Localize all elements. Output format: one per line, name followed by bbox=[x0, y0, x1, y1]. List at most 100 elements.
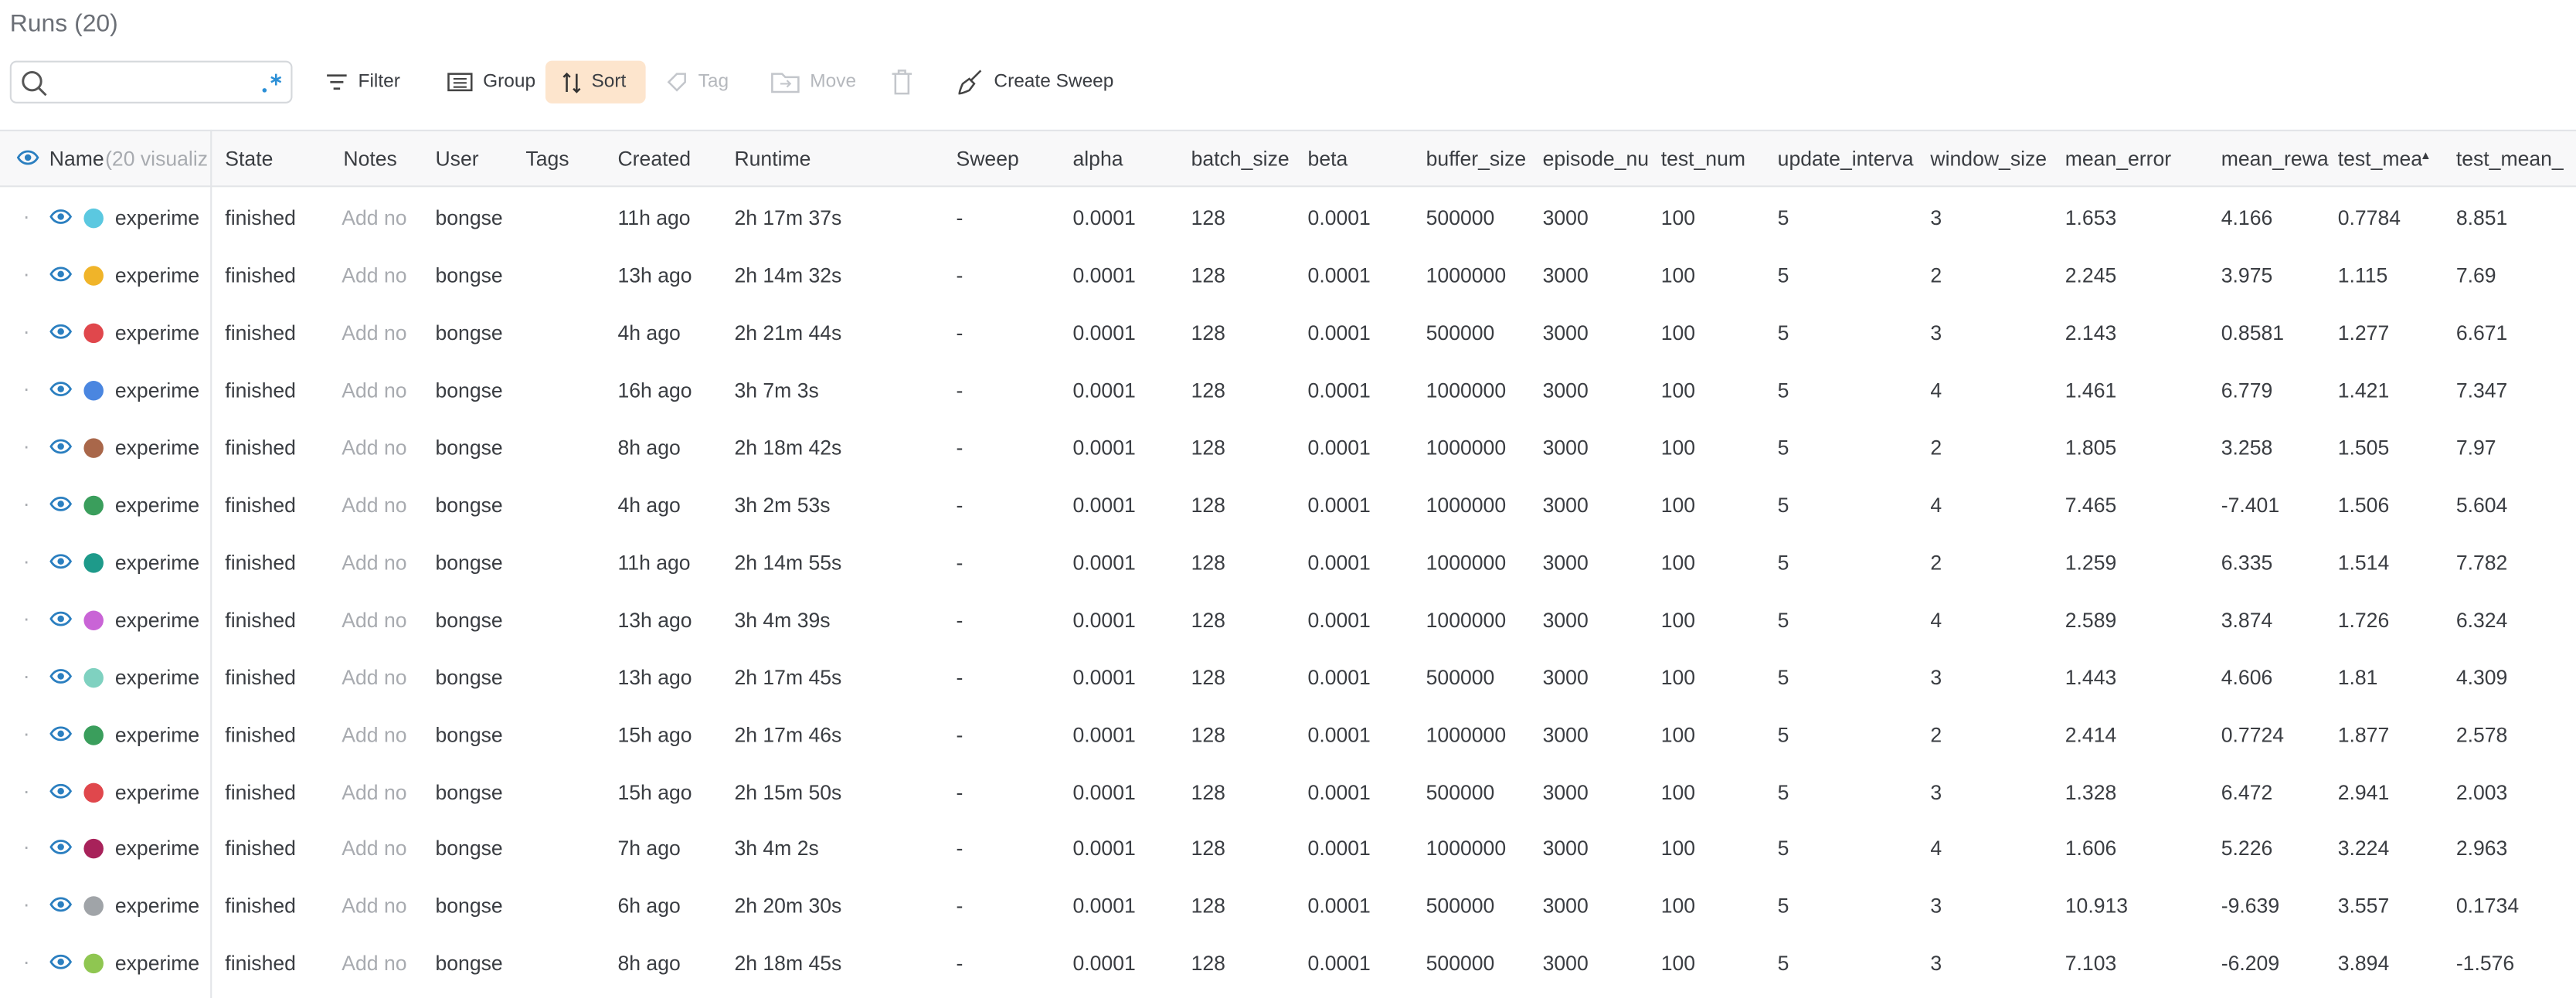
table-cell[interactable]: Add no bbox=[342, 952, 407, 976]
create-sweep-button[interactable]: Create Sweep bbox=[941, 61, 1130, 104]
run-color[interactable] bbox=[83, 725, 104, 745]
run-color[interactable] bbox=[83, 323, 104, 343]
run-name[interactable]: experime bbox=[114, 436, 200, 460]
visibility-toggle[interactable] bbox=[49, 207, 73, 233]
visibility-toggle[interactable] bbox=[49, 666, 73, 692]
filter-button[interactable]: Filter bbox=[309, 61, 416, 104]
run-name[interactable]: experime bbox=[114, 723, 200, 746]
table-cell: 5.604 bbox=[2455, 494, 2508, 517]
table-cell[interactable]: Add no bbox=[342, 837, 407, 861]
column-header[interactable]: Created bbox=[617, 148, 692, 171]
table-cell: 5 bbox=[1777, 608, 1789, 632]
column-header[interactable]: episode_nu bbox=[1542, 148, 1650, 171]
table-cell: 4 bbox=[1930, 494, 1942, 517]
run-color[interactable] bbox=[83, 437, 104, 458]
column-header[interactable]: alpha bbox=[1072, 148, 1123, 171]
table-cell[interactable]: Add no bbox=[342, 551, 407, 575]
visibility-toggle[interactable] bbox=[49, 609, 73, 635]
visibility-toggle[interactable] bbox=[49, 436, 73, 463]
run-color[interactable] bbox=[83, 266, 104, 286]
column-header[interactable]: Sweep bbox=[956, 148, 1019, 171]
visibility-toggle[interactable] bbox=[49, 321, 73, 348]
run-name[interactable]: experime bbox=[114, 608, 200, 632]
column-header[interactable]: window_size bbox=[1930, 148, 2048, 171]
column-header[interactable]: mean_error bbox=[2065, 148, 2172, 171]
visibility-toggle[interactable] bbox=[49, 952, 73, 979]
run-name[interactable]: experime bbox=[114, 206, 200, 230]
column-header[interactable]: Runtime bbox=[734, 148, 811, 171]
table-cell: 500000 bbox=[1426, 780, 1495, 804]
table-cell[interactable]: Add no bbox=[342, 608, 407, 632]
table-cell[interactable]: Add no bbox=[342, 780, 407, 804]
column-header[interactable]: test_mea bbox=[2337, 148, 2423, 171]
run-color[interactable] bbox=[83, 552, 104, 572]
tag-button[interactable]: Tag bbox=[649, 61, 745, 104]
run-color[interactable] bbox=[83, 609, 104, 630]
visibility-toggle[interactable] bbox=[49, 723, 73, 749]
run-name[interactable]: experime bbox=[114, 551, 200, 575]
column-header[interactable]: beta bbox=[1307, 148, 1348, 171]
run-color[interactable] bbox=[83, 208, 104, 229]
table-cell: 0.0001 bbox=[1072, 206, 1136, 230]
column-header[interactable]: State bbox=[225, 148, 274, 171]
column-header[interactable]: User bbox=[435, 148, 479, 171]
run-name[interactable]: experime bbox=[114, 665, 200, 689]
table-cell[interactable]: Add no bbox=[342, 263, 407, 287]
column-header[interactable]: update_interva bbox=[1777, 148, 1914, 171]
table-cell: 2h 17m 45s bbox=[734, 665, 842, 689]
column-header[interactable]: test_num bbox=[1660, 148, 1746, 171]
search-box[interactable] bbox=[9, 60, 293, 104]
run-name[interactable]: experime bbox=[114, 894, 200, 918]
table-cell: 3.874 bbox=[2221, 608, 2273, 632]
run-name[interactable]: experime bbox=[114, 378, 200, 402]
table-cell[interactable]: Add no bbox=[342, 436, 407, 460]
run-name[interactable]: experime bbox=[114, 494, 200, 517]
table-cell: 500000 bbox=[1426, 952, 1495, 976]
delete-button[interactable] bbox=[874, 61, 929, 104]
run-color[interactable] bbox=[83, 380, 104, 401]
run-color[interactable] bbox=[83, 897, 104, 917]
run-color[interactable] bbox=[83, 667, 104, 687]
table-cell[interactable]: Add no bbox=[342, 321, 407, 345]
run-name[interactable]: experime bbox=[114, 952, 200, 976]
table-cell[interactable]: Add no bbox=[342, 665, 407, 689]
column-header[interactable]: mean_rewa bbox=[2221, 148, 2329, 171]
run-color[interactable] bbox=[83, 954, 104, 974]
column-header[interactable]: batch_size bbox=[1191, 148, 1290, 171]
column-header[interactable]: test_mean_ bbox=[2455, 148, 2564, 171]
visibility-toggle[interactable] bbox=[49, 780, 73, 806]
regex-icon[interactable] bbox=[258, 69, 284, 95]
visibility-toggle[interactable] bbox=[49, 551, 73, 577]
run-name[interactable]: experime bbox=[114, 837, 200, 861]
table-cell: 3000 bbox=[1542, 436, 1589, 460]
header-eye-icon[interactable] bbox=[16, 148, 39, 168]
run-color[interactable] bbox=[83, 782, 104, 803]
column-header[interactable]: Tags bbox=[525, 148, 569, 171]
run-color[interactable] bbox=[83, 495, 104, 515]
run-name[interactable]: experime bbox=[114, 780, 200, 804]
table-cell: 128 bbox=[1191, 952, 1225, 976]
move-button[interactable]: Move bbox=[754, 61, 872, 104]
run-name[interactable]: experime bbox=[114, 321, 200, 345]
table-cell[interactable]: Add no bbox=[342, 378, 407, 402]
visibility-toggle[interactable] bbox=[49, 895, 73, 922]
table-cell[interactable]: Add no bbox=[342, 894, 407, 918]
sort-button[interactable]: Sort bbox=[545, 60, 646, 104]
column-header[interactable]: Name bbox=[49, 148, 104, 171]
run-color[interactable] bbox=[83, 839, 104, 860]
group-button[interactable]: Group bbox=[430, 61, 552, 104]
table-cell: 1.726 bbox=[2337, 608, 2390, 632]
table-cell[interactable]: Add no bbox=[342, 206, 407, 230]
table-cell: 100 bbox=[1660, 321, 1696, 345]
visibility-toggle[interactable] bbox=[49, 379, 73, 406]
column-header[interactable]: Notes bbox=[343, 148, 397, 171]
visibility-toggle[interactable] bbox=[49, 264, 73, 290]
visibility-toggle[interactable] bbox=[49, 838, 73, 864]
table-cell[interactable]: Add no bbox=[342, 723, 407, 746]
column-header[interactable]: buffer_size bbox=[1426, 148, 1527, 171]
run-name[interactable]: experime bbox=[114, 263, 200, 287]
table-cell[interactable]: Add no bbox=[342, 494, 407, 517]
table-cell: 3h 4m 2s bbox=[734, 837, 819, 861]
visibility-toggle[interactable] bbox=[49, 494, 73, 520]
table-cell: 0.0001 bbox=[1072, 894, 1136, 918]
